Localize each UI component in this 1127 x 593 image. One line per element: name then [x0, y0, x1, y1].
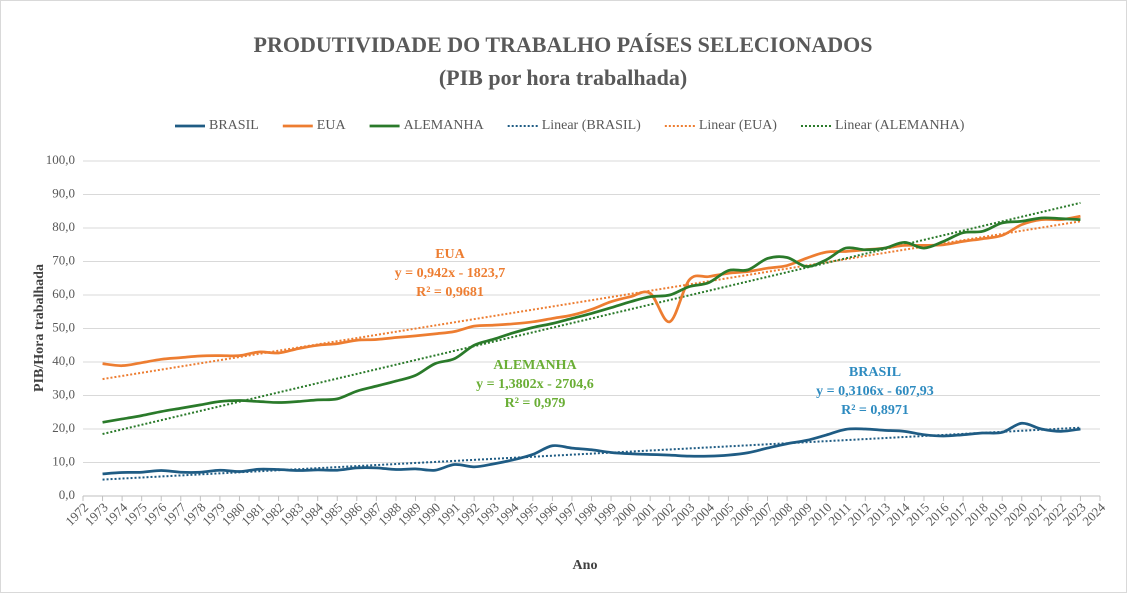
annotation: y = 0,3106x - 607,93: [816, 384, 934, 399]
annotation: R² = 0,8971: [841, 403, 909, 418]
trend-line: [102, 201, 1081, 435]
legend-label: Linear (BRASIL): [542, 118, 641, 133]
y-tick-label: 50,0: [52, 319, 75, 334]
annotation: R² = 0,9681: [416, 285, 484, 300]
y-tick-label: 90,0: [52, 185, 75, 200]
series-line: [102, 214, 1081, 368]
y-tick-label: 70,0: [52, 252, 75, 267]
legend-label: Linear (EUA): [699, 118, 777, 133]
chart-title: PRODUTIVIDADE DO TRABALHO PAÍSES SELECIO…: [254, 32, 873, 57]
y-tick-label: 80,0: [52, 219, 75, 234]
series-line: [102, 421, 1081, 476]
annotation: BRASIL: [849, 365, 901, 380]
legend-label: EUA: [317, 118, 347, 133]
legend-label: BRASIL: [209, 118, 259, 133]
legend-label: ALEMANHA: [404, 118, 485, 133]
annotation: y = 1,3802x - 2704,6: [476, 377, 594, 392]
series-line: [102, 216, 1081, 424]
y-tick-label: 100,0: [46, 152, 75, 167]
legend-label: Linear (ALEMANHA): [835, 118, 965, 133]
annotation: y = 0,942x - 1823,7: [395, 266, 506, 281]
y-tick-label: 20,0: [52, 420, 75, 435]
y-tick-label: 60,0: [52, 286, 75, 301]
y-tick-label: 40,0: [52, 353, 75, 368]
chart-subtitle: (PIB por hora trabalhada): [439, 65, 687, 90]
y-tick-label: 10,0: [52, 453, 75, 468]
y-tick-label: 30,0: [52, 386, 75, 401]
y-tick-label: 0,0: [59, 487, 75, 502]
x-axis-title: Ano: [573, 558, 598, 573]
trend-line: [102, 426, 1081, 481]
annotation: ALEMANHA: [493, 358, 577, 373]
y-axis-title: PIB/Hora trabalhada: [32, 264, 47, 392]
annotation: R² = 0,979: [505, 396, 566, 411]
annotation: EUA: [435, 247, 465, 262]
